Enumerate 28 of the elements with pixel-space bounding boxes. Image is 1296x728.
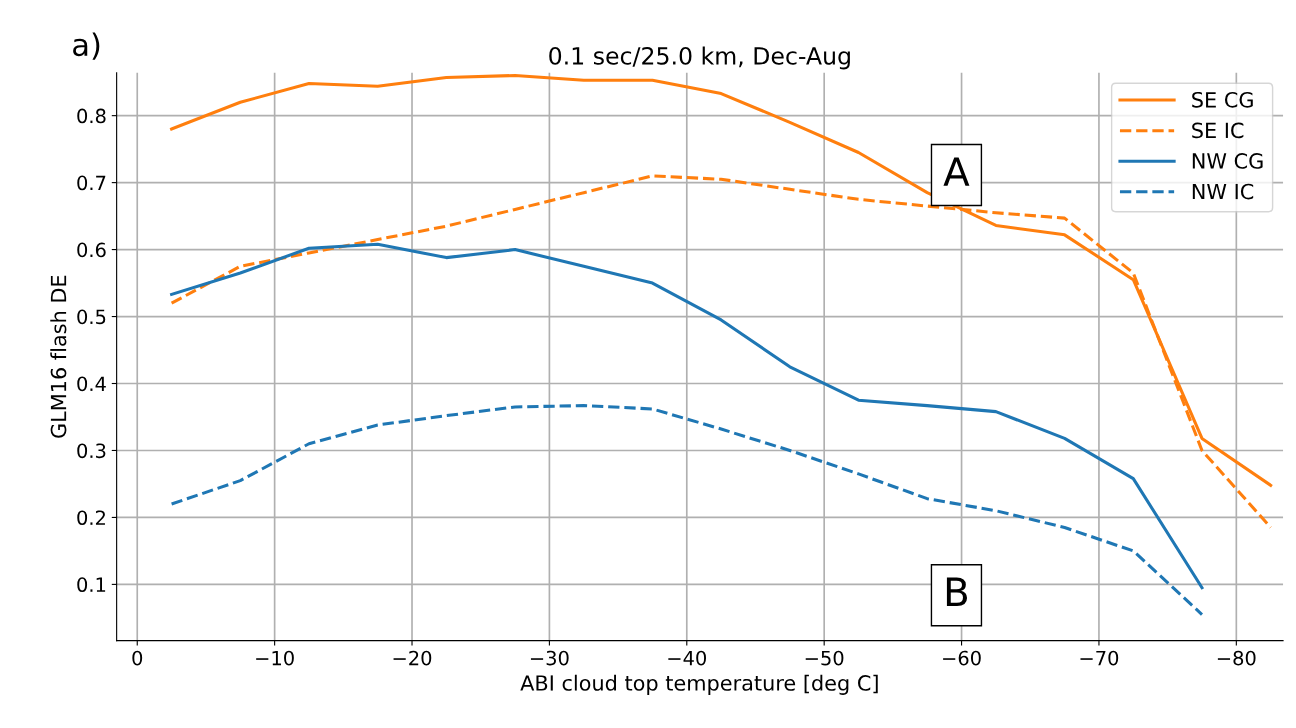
x-axis-title: ABI cloud top temperature [deg C] bbox=[520, 674, 878, 695]
annotation: A bbox=[943, 157, 970, 186]
y-tick-label: 0.3 bbox=[77, 443, 106, 459]
y-tick-label: 0.7 bbox=[77, 175, 106, 191]
y-tick-label: 0.4 bbox=[77, 376, 106, 392]
x-tick-label: −50 bbox=[805, 650, 844, 666]
legend-label: SE IC bbox=[1192, 122, 1244, 139]
x-tick-label: −40 bbox=[668, 650, 707, 666]
line-series bbox=[170, 404, 1204, 617]
legend-label: NW IC bbox=[1192, 183, 1254, 200]
x-tick-label: −80 bbox=[1217, 650, 1256, 666]
x-tick-label: −60 bbox=[943, 650, 981, 666]
y-tick-label: 0.6 bbox=[77, 242, 106, 258]
y-tick-label: 0.5 bbox=[77, 309, 106, 325]
x-tick-label: −10 bbox=[256, 650, 294, 666]
y-tick-label: 0.8 bbox=[77, 108, 106, 124]
y-tick-label: 0.2 bbox=[77, 510, 105, 526]
x-tick-label: 0 bbox=[132, 650, 143, 666]
annotation: B bbox=[946, 577, 968, 606]
x-tick-label: −30 bbox=[530, 650, 569, 666]
y-tick-label: 0.1 bbox=[77, 577, 106, 593]
text: a) bbox=[73, 32, 100, 60]
legend-label: SE CG bbox=[1192, 91, 1253, 108]
x-tick-label: −70 bbox=[1080, 650, 1119, 666]
x-tick-label: −20 bbox=[393, 650, 432, 666]
chart-title: 0.1 sec/25.0 km, Dec-Aug bbox=[549, 46, 850, 70]
legend-label: NW CG bbox=[1192, 153, 1263, 169]
y-axis-title: GLM16 flash DE bbox=[50, 275, 67, 438]
